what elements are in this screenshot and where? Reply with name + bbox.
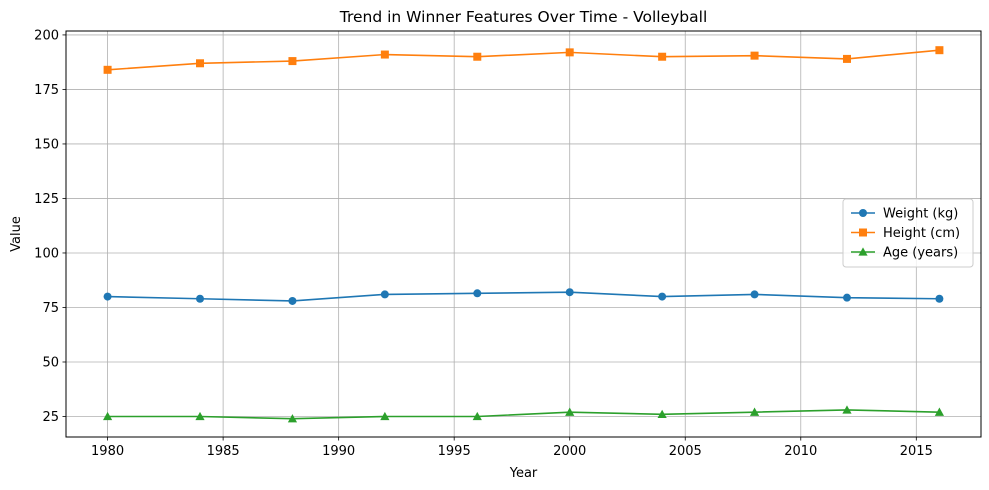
x-tick-label: 2000 <box>553 444 586 459</box>
x-tick-label: 2015 <box>900 444 933 459</box>
plot-frame <box>65 30 982 438</box>
x-axis-title: Year <box>509 466 538 481</box>
data-point <box>103 292 112 301</box>
data-point <box>380 50 389 59</box>
x-tick-label: 1990 <box>322 444 355 459</box>
legend-box <box>842 198 974 268</box>
series-2 <box>102 405 945 423</box>
data-point <box>749 407 760 416</box>
data-point <box>196 59 205 68</box>
data-point <box>750 51 759 60</box>
y-tick-label: 50 <box>42 355 59 370</box>
x-tick-label: 1995 <box>438 444 471 459</box>
legend-label: Height (cm) <box>883 226 960 241</box>
legend-item: Height (cm) <box>851 226 960 241</box>
series-line <box>107 49 940 71</box>
x-axis: 1980 1985 1990 1995 2000 2005 2010 2015 <box>91 437 933 459</box>
data-point <box>658 292 667 301</box>
data-point <box>288 296 297 305</box>
data-point <box>842 54 851 63</box>
x-tick-label: 2010 <box>784 444 817 459</box>
data-point <box>380 290 389 299</box>
y-tick-label: 75 <box>42 301 59 316</box>
chart-title: Trend in Winner Features Over Time - Vol… <box>339 8 708 26</box>
y-axis: 25 50 75 100 125 150 175 200 <box>34 28 66 425</box>
data-point <box>380 411 390 421</box>
legend-marker <box>859 209 867 217</box>
series-0 <box>103 288 944 305</box>
data-point <box>565 48 574 57</box>
data-point <box>565 288 574 297</box>
data-point <box>842 405 852 414</box>
series <box>102 46 945 423</box>
data-point <box>935 46 944 55</box>
data-point <box>102 411 113 421</box>
data-point <box>657 409 667 419</box>
data-point <box>473 289 482 298</box>
y-axis-title: Value <box>9 216 24 252</box>
data-point <box>842 293 851 302</box>
series-1 <box>103 46 944 74</box>
data-point <box>934 407 945 416</box>
data-point <box>288 57 297 66</box>
legend-label: Age (years) <box>883 246 958 261</box>
y-tick-label: 125 <box>34 192 59 207</box>
x-tick-label: 2005 <box>669 444 702 459</box>
data-point <box>565 407 575 416</box>
data-point <box>103 65 112 74</box>
data-point <box>473 52 482 61</box>
data-point <box>750 290 759 299</box>
data-point <box>658 52 667 61</box>
data-point <box>935 294 944 303</box>
legend-item: Age (years) <box>851 246 958 261</box>
legend-item: Weight (kg) <box>851 207 958 222</box>
series-line <box>107 409 940 420</box>
data-point <box>196 294 205 303</box>
y-tick-label: 25 <box>42 410 59 425</box>
y-tick-label: 175 <box>34 83 59 98</box>
legend-marker <box>859 228 867 237</box>
data-point <box>195 411 205 421</box>
legend: Weight (kg) Height (cm) Age (years) <box>842 198 974 268</box>
y-tick-label: 150 <box>34 137 59 152</box>
data-point <box>472 411 482 421</box>
legend-label: Weight (kg) <box>883 207 958 222</box>
y-tick-label: 100 <box>34 246 59 261</box>
y-tick-label: 200 <box>34 28 59 43</box>
series-line <box>107 291 940 302</box>
x-tick-label: 1980 <box>91 444 124 459</box>
data-point <box>287 414 298 423</box>
x-tick-label: 1985 <box>207 444 240 459</box>
legend-marker <box>858 247 868 256</box>
